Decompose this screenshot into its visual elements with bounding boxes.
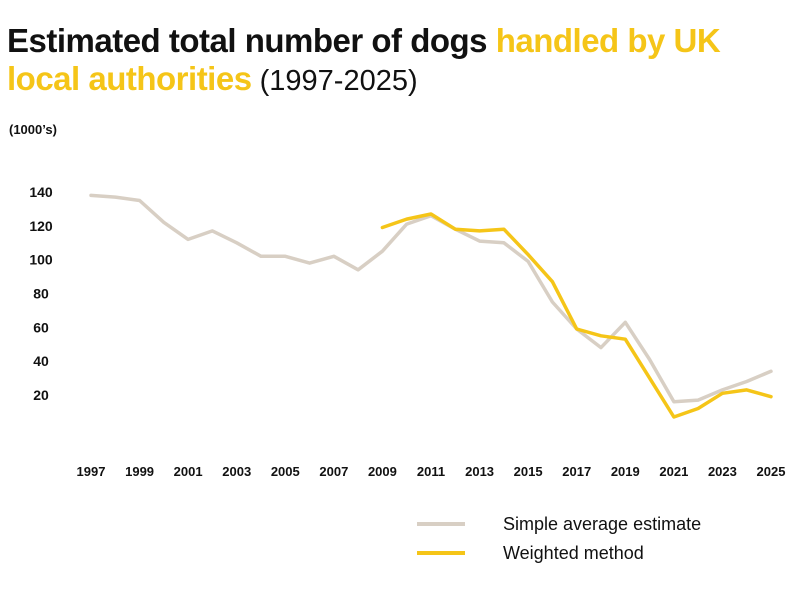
x-tick-label: 2015 xyxy=(514,464,543,479)
x-tick-label: 2009 xyxy=(368,464,397,479)
title-text: Estimated total number of dogs xyxy=(7,22,496,59)
y-tick-label: 140 xyxy=(29,184,53,200)
x-tick-label: 1999 xyxy=(125,464,154,479)
y-axis-ticks: 20 40 60 80 100 120 140 xyxy=(29,184,53,403)
y-tick-label: 20 xyxy=(33,387,49,403)
x-tick-label: 2017 xyxy=(562,464,591,479)
title-accent-text: handled by UK local authorities xyxy=(7,22,721,97)
x-tick-label: 2025 xyxy=(757,464,786,479)
legend-label: Weighted method xyxy=(503,543,644,563)
x-tick-label: 2013 xyxy=(465,464,494,479)
y-tick-label: 40 xyxy=(33,353,49,369)
y-tick-label: 120 xyxy=(29,218,53,234)
y-axis-unit-label: (1000’s) xyxy=(9,122,57,137)
series-line-weighted-method xyxy=(380,212,773,419)
x-tick-label: 2019 xyxy=(611,464,640,479)
y-tick-label: 60 xyxy=(33,319,49,335)
series-lines xyxy=(89,193,773,419)
x-axis-ticks: 1997 1999 2001 2003 2005 2007 2009 2011 2013 2015… xyxy=(77,464,786,479)
y-tick-label: 80 xyxy=(33,286,49,302)
x-tick-label: 2011 xyxy=(417,464,445,479)
x-tick-label: 2005 xyxy=(271,464,300,479)
x-tick-label: 1997 xyxy=(77,464,106,479)
x-tick-label: 2023 xyxy=(708,464,737,479)
series-line-simple-average xyxy=(89,193,773,404)
chart-title: Estimated total number of dogs handled b… xyxy=(7,22,797,100)
x-tick-label: 2007 xyxy=(319,464,348,479)
title-years: (1997-2025) xyxy=(251,65,418,97)
x-tick-label: 2021 xyxy=(659,464,688,479)
y-tick-label: 100 xyxy=(29,252,53,268)
legend: Simple average estimate Weighted method xyxy=(417,514,701,563)
x-tick-label: 2003 xyxy=(222,464,251,479)
legend-label: Simple average estimate xyxy=(503,514,701,534)
x-tick-label: 2001 xyxy=(174,464,203,479)
